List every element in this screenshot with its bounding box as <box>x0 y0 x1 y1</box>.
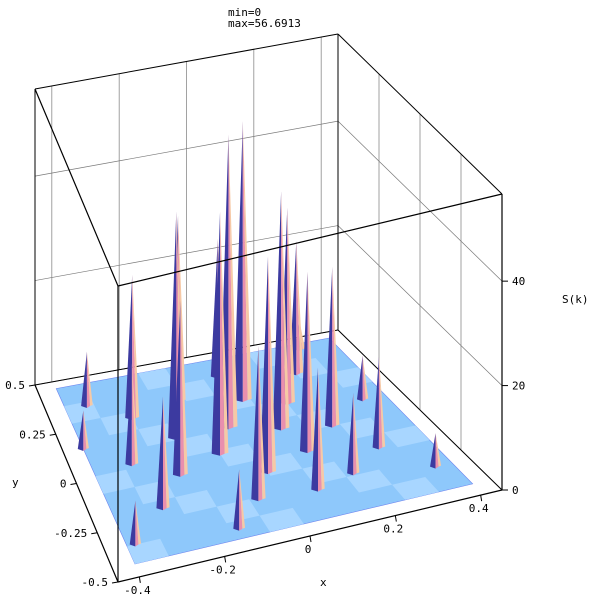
surface-patch <box>95 469 135 494</box>
surface-peak <box>81 351 93 408</box>
surface-peak <box>260 256 277 475</box>
z-axis-label: S(k) <box>562 293 589 306</box>
box-edge <box>34 88 119 287</box>
surface-peak <box>311 367 325 492</box>
surface-patch <box>175 379 215 402</box>
y-tick <box>28 384 36 387</box>
y-tick-label: 0 <box>60 478 67 491</box>
surface-patch <box>259 507 304 532</box>
surface-peak <box>372 356 386 450</box>
surface-peak <box>129 500 142 547</box>
surface-patch <box>392 477 439 500</box>
surface-peak <box>356 355 369 402</box>
z-tick-label: 0 <box>512 484 519 497</box>
surface-peak <box>299 271 315 454</box>
surface-peak <box>233 121 252 402</box>
box-edge <box>117 193 503 287</box>
surface-peak <box>125 274 140 421</box>
surface-peak <box>156 396 170 511</box>
axis-ticks: -0.4 -0.2 0 0.2 0.4 -0.5 -0.25 0 0.25 0.5 0 20 40 <box>5 275 525 597</box>
y-tick-label: 0.25 <box>19 428 46 441</box>
surface-peak <box>125 363 139 467</box>
x-tick <box>224 556 227 563</box>
surface-peak <box>77 410 89 451</box>
box-edge <box>337 33 503 195</box>
y-tick-label: 0.5 <box>5 379 25 392</box>
grid-line <box>34 120 339 177</box>
x-tick <box>394 515 397 522</box>
surface-peak <box>211 211 229 456</box>
surface-patch <box>138 423 178 447</box>
y-tick <box>111 581 119 584</box>
box-edge <box>34 33 339 90</box>
surface-peak <box>251 345 266 502</box>
x-tick-label: -0.4 <box>124 584 151 597</box>
surface <box>55 121 474 565</box>
x-tick-label: -0.2 <box>209 563 236 576</box>
y-axis-label: y <box>12 476 19 489</box>
surface-patch <box>346 469 393 493</box>
surface-patch <box>64 400 101 424</box>
y-tick-label: -0.5 <box>82 576 109 589</box>
surface-peak <box>172 300 188 477</box>
z-tick-label: 20 <box>512 380 525 393</box>
surface-peak <box>347 392 360 476</box>
plot-label-max: max=56.6913 <box>228 17 301 30</box>
y-tick <box>49 433 56 436</box>
surface-peak <box>430 433 442 469</box>
plot-label-min: min=0 <box>228 6 261 19</box>
surface-patch <box>138 368 176 391</box>
x-tick <box>138 576 141 583</box>
surface-patch <box>177 433 218 457</box>
surface-patch <box>174 489 217 515</box>
x-axis-label: x <box>320 576 327 589</box>
grid-line <box>337 120 503 282</box>
surface-peak <box>233 469 246 531</box>
y-tick <box>91 532 98 535</box>
z-tick-label: 40 <box>512 275 525 288</box>
box-edge <box>337 329 503 491</box>
surface-patch <box>384 425 430 448</box>
x-tick-label: 0.4 <box>469 502 489 515</box>
y-tick <box>70 483 77 485</box>
x-tick-label: 0 <box>305 543 312 556</box>
x-tick-label: 0.2 <box>383 523 403 536</box>
surface-peak <box>272 191 290 431</box>
x-tick <box>480 495 483 502</box>
grid-line <box>337 225 503 386</box>
x-tick <box>309 535 312 543</box>
surface-peak <box>325 266 340 428</box>
y-tick-label: -0.25 <box>54 527 87 540</box>
